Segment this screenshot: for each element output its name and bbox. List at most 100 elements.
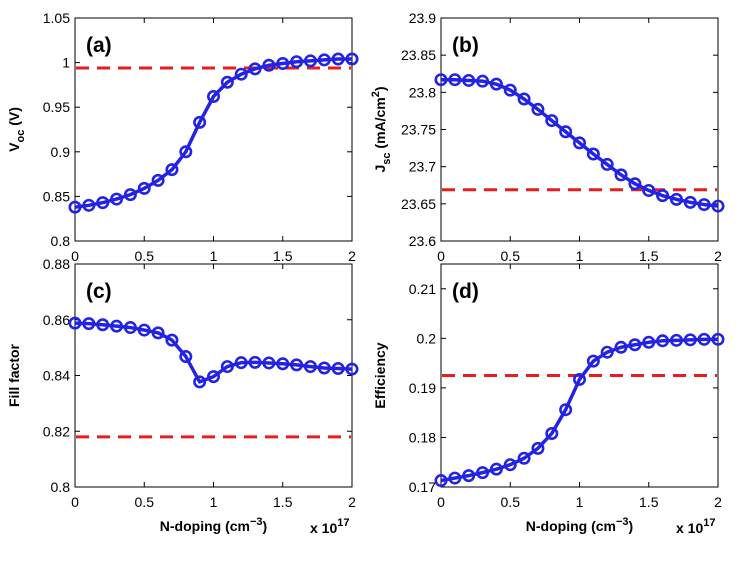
y-axis-label-main: Fill factor: [6, 343, 22, 407]
data-point-d: [614, 340, 628, 354]
data-point-d: [545, 426, 559, 440]
data-point-b: [586, 147, 600, 161]
data-point-d: [462, 469, 476, 483]
data-point-c: [248, 355, 262, 369]
x-tick-label: 0: [437, 248, 445, 264]
y-tick-label: 0.18: [409, 429, 436, 445]
data-point-d: [434, 474, 448, 488]
y-axis-label-subscript: sc: [381, 152, 393, 164]
y-tick-label: 23.9: [409, 10, 436, 26]
x-tick-label: 2: [348, 248, 356, 264]
series-line-a: [74, 57, 352, 209]
data-point-d: [697, 332, 711, 346]
data-point-d: [683, 333, 697, 347]
data-point-a: [123, 188, 137, 202]
data-point-c: [207, 370, 221, 384]
data-point-b: [697, 198, 711, 212]
y-axis-label-c: Fill factor: [6, 343, 22, 407]
data-point-a: [290, 55, 304, 69]
y-axis-label-superscript: 2: [370, 91, 382, 97]
data-point-d: [586, 354, 600, 368]
data-point-b: [503, 83, 517, 97]
x-tick-label: 1.5: [639, 248, 659, 264]
data-point-c: [345, 362, 359, 376]
data-point-c: [123, 321, 137, 335]
y-tick-label: 0.88: [43, 256, 70, 272]
x-tick-label: 2: [714, 494, 722, 510]
x-axis-label-d: N-doping (cm−3): [526, 516, 633, 534]
data-point-d: [489, 462, 503, 476]
x-axis-label-close: ): [629, 518, 634, 534]
data-point-a: [96, 196, 110, 210]
y-tick-label: 23.7: [409, 159, 436, 175]
x-axis-multiplier-base: x 10: [676, 520, 703, 536]
data-point-d: [711, 332, 725, 346]
data-point-b: [531, 102, 545, 116]
data-point-d: [559, 403, 573, 417]
data-point-a: [276, 56, 290, 70]
series-line-b: [441, 77, 719, 208]
y-tick-label: 0.21: [409, 281, 436, 297]
x-tick-label: 0.5: [501, 248, 521, 264]
x-tick-label: 1.5: [273, 248, 293, 264]
data-point-b: [476, 74, 490, 88]
data-point-b: [711, 199, 725, 213]
x-tick-label: 0: [71, 248, 79, 264]
data-point-b: [434, 73, 448, 87]
data-point-b: [545, 114, 559, 128]
data-point-d: [669, 333, 683, 347]
x-tick-label: 0: [71, 494, 79, 510]
y-tick-label: 23.6: [409, 233, 436, 249]
y-tick-label: 0.82: [43, 423, 70, 439]
x-axis-multiplier-base: x 10: [310, 520, 337, 536]
data-point-c: [110, 319, 124, 333]
data-point-b: [572, 136, 586, 150]
x-tick-label: 0: [437, 494, 445, 510]
data-point-c: [317, 361, 331, 375]
data-point-a: [151, 173, 165, 187]
y-tick-label: 23.8: [409, 84, 436, 100]
data-point-a: [165, 163, 179, 177]
data-point-c: [234, 356, 248, 370]
y-tick-label: 23.65: [401, 196, 436, 212]
x-tick-label: 1: [576, 248, 584, 264]
data-point-d: [656, 334, 670, 348]
x-axis-label-c: N-doping (cm−3): [160, 516, 267, 534]
y-axis-label-a: Voc (V): [6, 107, 27, 152]
panel-b: 0 0.5 1 1.5 2 23.6 23.65 23.7 23.75 23.8 23.85 23.9…: [370, 10, 725, 264]
data-point-c: [193, 375, 207, 389]
data-point-d: [642, 335, 656, 349]
data-point-a: [68, 200, 82, 214]
data-point-d: [600, 345, 614, 359]
y-tick-label: 0.8: [51, 479, 71, 495]
data-point-c: [290, 358, 304, 372]
panel-c: 0 0.5 1 1.5 2 0.8 0.82 0.84 0.86 0.88 (c) Fill fact…: [6, 256, 359, 536]
panel-label-a: (a): [86, 34, 112, 57]
y-tick-label: 0.19: [409, 380, 436, 396]
y-tick-label: 1: [62, 55, 70, 71]
x-axis-multiplier-d: x 1017: [676, 517, 716, 536]
data-point-d: [503, 458, 517, 472]
data-point-c: [179, 350, 193, 364]
y-tick-label: 23.75: [401, 122, 436, 138]
data-point-c: [151, 326, 165, 340]
data-point-d: [628, 338, 642, 352]
y-tick-label: 0.95: [43, 99, 70, 115]
data-point-a: [207, 89, 221, 103]
data-point-a: [345, 52, 359, 66]
series-line-d: [440, 337, 718, 483]
data-point-d: [517, 451, 531, 465]
y-tick-label: 1.05: [43, 10, 70, 26]
axes-frame-b: [440, 17, 719, 242]
data-point-b: [628, 177, 642, 191]
x-axis-label-main: N-doping (cm: [526, 518, 616, 534]
data-point-b: [669, 192, 683, 206]
x-axis-multiplier-c: x 1017: [310, 517, 350, 536]
panel-a: 0 0.5 1 1.5 2 0.8 0.85 0.9 0.95 1 1.05 (a) Voc (V): [6, 10, 359, 264]
data-point-d: [448, 471, 462, 485]
x-tick-label: 0.5: [135, 494, 155, 510]
data-point-a: [137, 181, 151, 195]
data-point-c: [220, 360, 234, 374]
y-axis-label-close: ): [372, 86, 388, 91]
data-point-c: [82, 317, 96, 331]
